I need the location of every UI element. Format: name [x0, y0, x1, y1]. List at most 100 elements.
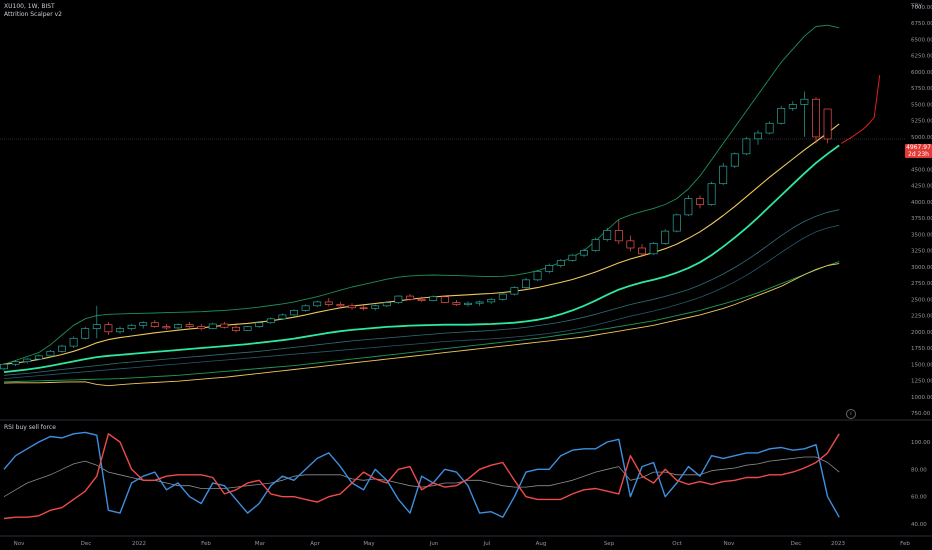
time-axis-label: Aug — [536, 541, 547, 547]
candle-body — [754, 132, 762, 140]
price-tick-label: 750.00 — [911, 411, 931, 417]
time-axis-label: 2023 — [831, 541, 845, 547]
price-tick-label: 1750.00 — [911, 346, 932, 352]
candle-body — [719, 165, 728, 185]
candle-body — [707, 183, 716, 205]
last-price-badge: 4967.97 2d 23h — [905, 144, 932, 158]
candle-body — [162, 326, 171, 329]
candle-body — [139, 322, 148, 326]
price-tick-label: 3500.00 — [911, 232, 932, 238]
price-tick-label: 2250.00 — [911, 314, 932, 320]
candle-body — [417, 298, 426, 301]
projection-path — [840, 75, 881, 144]
time-axis-label: Dec — [791, 541, 802, 547]
price-tick-label: 1250.00 — [911, 379, 932, 385]
band-inner-upper-line — [3, 209, 840, 376]
candle-body — [81, 328, 90, 339]
price-tick-label: 6750.00 — [911, 21, 932, 27]
candle-body — [359, 307, 368, 309]
candle-body — [348, 305, 356, 309]
rsi-tick-label: 40.00 — [911, 522, 927, 528]
candle-body — [185, 324, 194, 327]
price-tick-label: 5750.00 — [911, 86, 932, 92]
candle-body — [150, 322, 159, 327]
candle-body — [498, 293, 507, 300]
candle-body — [174, 324, 182, 329]
price-tick-label: 4000.00 — [911, 200, 932, 206]
candle-body — [788, 104, 797, 109]
time-axis-label: Sep — [604, 541, 615, 547]
candle-body — [684, 198, 693, 216]
band-inner-mid-line — [3, 224, 840, 379]
price-tick-label: 4250.00 — [911, 184, 932, 190]
candle-body — [661, 230, 670, 244]
band-slow-yellow-line — [3, 263, 840, 387]
candle-body — [487, 298, 496, 303]
candle-body — [104, 324, 113, 333]
candle-body — [197, 326, 206, 329]
band-slow-line — [3, 261, 840, 383]
candle-body — [556, 259, 565, 266]
time-axis-label: Nov — [14, 541, 25, 547]
rsi-lines — [3, 431, 840, 520]
candle-body — [313, 301, 322, 307]
time-axis-label: Oct — [672, 541, 682, 547]
currency-label: TRY — [911, 3, 923, 10]
price-tick-label: 6000.00 — [911, 70, 932, 76]
candle-body — [127, 324, 136, 329]
time-axis-label: May — [363, 541, 375, 547]
countdown-label: 2d 23h — [908, 151, 929, 158]
candle-body — [591, 239, 600, 251]
candle-body — [278, 314, 287, 320]
candle-body — [823, 108, 832, 140]
candle-body — [812, 98, 820, 138]
price-tick-label: 4500.00 — [911, 167, 932, 173]
candle-body — [406, 295, 414, 300]
candle-body — [208, 323, 217, 329]
candle-body — [69, 337, 78, 347]
candle-body — [266, 318, 275, 324]
time-axis-label: Jul — [483, 541, 491, 547]
price-tick-label: 2750.00 — [911, 281, 932, 287]
candle-body — [580, 250, 588, 256]
price-tick-label: 7000.00 — [911, 5, 932, 11]
candle-body — [232, 326, 240, 331]
band-outer-upper-line — [3, 24, 840, 365]
rsi-tick-label: 60.00 — [911, 495, 927, 501]
candle-body — [510, 287, 519, 295]
candle-body — [243, 326, 252, 331]
candle-body — [777, 107, 786, 124]
candle-body — [290, 310, 298, 316]
candle-body — [0, 363, 8, 370]
candle-body — [475, 301, 484, 304]
symbol-title: XU100, 1W, BIST — [4, 3, 55, 10]
price-tick-label: 2500.00 — [911, 297, 932, 303]
candle-body — [11, 361, 20, 365]
symbol-legend[interactable]: XU100, 1W, BIST Attrition Scalper v2 — [4, 3, 62, 19]
price-tick-label: 5500.00 — [911, 102, 932, 108]
candle-body — [371, 305, 380, 309]
price-tick-label: 5250.00 — [911, 119, 932, 125]
time-axis-label: Nov — [724, 541, 735, 547]
candle-body — [452, 302, 461, 305]
candlesticks — [0, 91, 832, 371]
candle-body — [522, 279, 530, 288]
candle-body — [533, 271, 542, 281]
candle-body — [23, 358, 32, 363]
time-axis-label: Feb — [201, 541, 211, 547]
candle-body — [603, 230, 612, 240]
last-price-label: 4967.97 — [906, 144, 931, 151]
band-bright-line — [3, 144, 840, 373]
candle-body — [765, 122, 774, 134]
candle-body — [464, 302, 472, 305]
candle-body — [800, 98, 809, 105]
candle-body — [614, 230, 623, 242]
candle-body — [255, 322, 264, 327]
candle-body — [638, 247, 646, 255]
info-icon[interactable]: i — [846, 409, 856, 419]
rsi-tick-label: 100.00 — [911, 440, 931, 446]
candle-body — [429, 296, 438, 301]
rsi-legend[interactable]: RSI buy sell force — [4, 424, 56, 432]
time-axis-label: Apr — [310, 541, 320, 547]
